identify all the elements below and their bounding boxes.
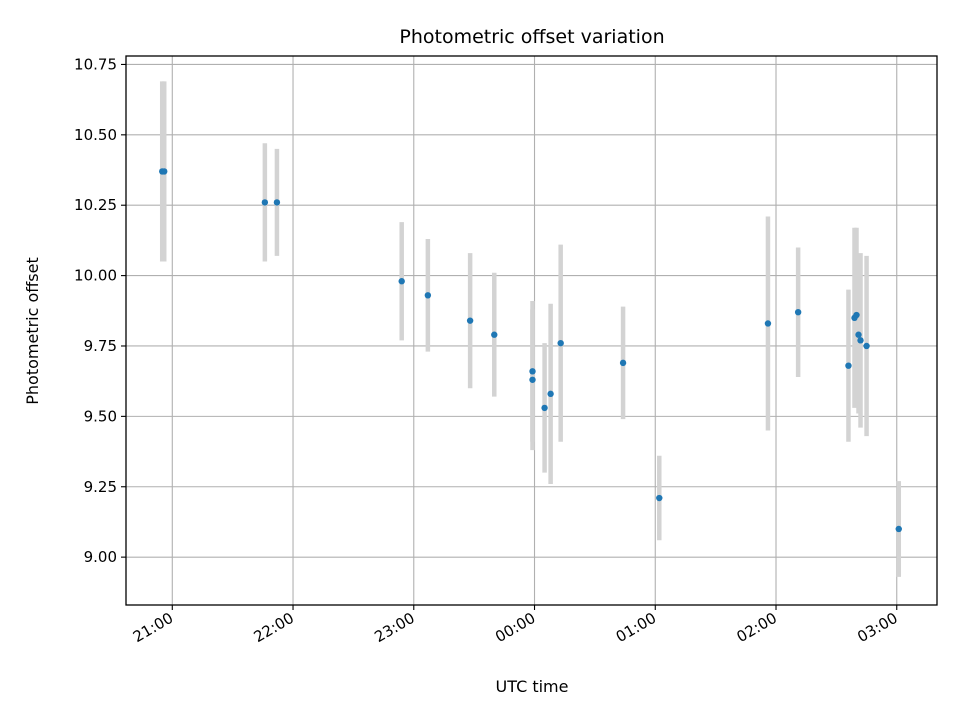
- plot-area-frame: [125, 55, 938, 606]
- data-point: [398, 278, 405, 285]
- data-points: [159, 168, 902, 533]
- y-axis-label: Photometric offset: [23, 257, 42, 405]
- data-point: [895, 525, 902, 533]
- y-tick-label: 10.00: [74, 267, 117, 285]
- data-point: [529, 368, 536, 375]
- data-point: [619, 359, 627, 367]
- y-tick-label: 10.50: [74, 126, 117, 144]
- data-point: [557, 339, 564, 347]
- data-point: [529, 376, 536, 383]
- data-point: [845, 362, 852, 369]
- data-point: [466, 317, 474, 324]
- chart-title: Photometric offset variation: [399, 26, 664, 48]
- data-point: [424, 292, 432, 299]
- grid-lines: [126, 56, 937, 605]
- data-point: [161, 168, 168, 175]
- x-axis-label: UTC time: [496, 677, 569, 696]
- data-point: [794, 309, 802, 316]
- y-tick-label: 9.25: [84, 478, 117, 496]
- data-point: [855, 331, 862, 338]
- data-point: [764, 320, 772, 327]
- y-tick-label: 10.75: [74, 55, 117, 73]
- data-point: [857, 337, 864, 344]
- y-tick-label: 10.25: [74, 196, 117, 214]
- data-point: [853, 311, 860, 319]
- y-tick-label: 9.50: [84, 407, 117, 425]
- data-point: [656, 494, 663, 502]
- data-point: [273, 199, 281, 206]
- y-axis-ticks: 9.00 9.25 9.50 9.75 10.00 10.25 10.50 10.75: [74, 55, 126, 566]
- data-point: [541, 404, 548, 412]
- y-tick-label: 9.75: [84, 337, 117, 355]
- data-point: [547, 390, 554, 398]
- data-point: [491, 331, 498, 338]
- data-point: [863, 342, 870, 350]
- data-point: [261, 199, 269, 206]
- y-tick-label: 9.00: [84, 548, 117, 566]
